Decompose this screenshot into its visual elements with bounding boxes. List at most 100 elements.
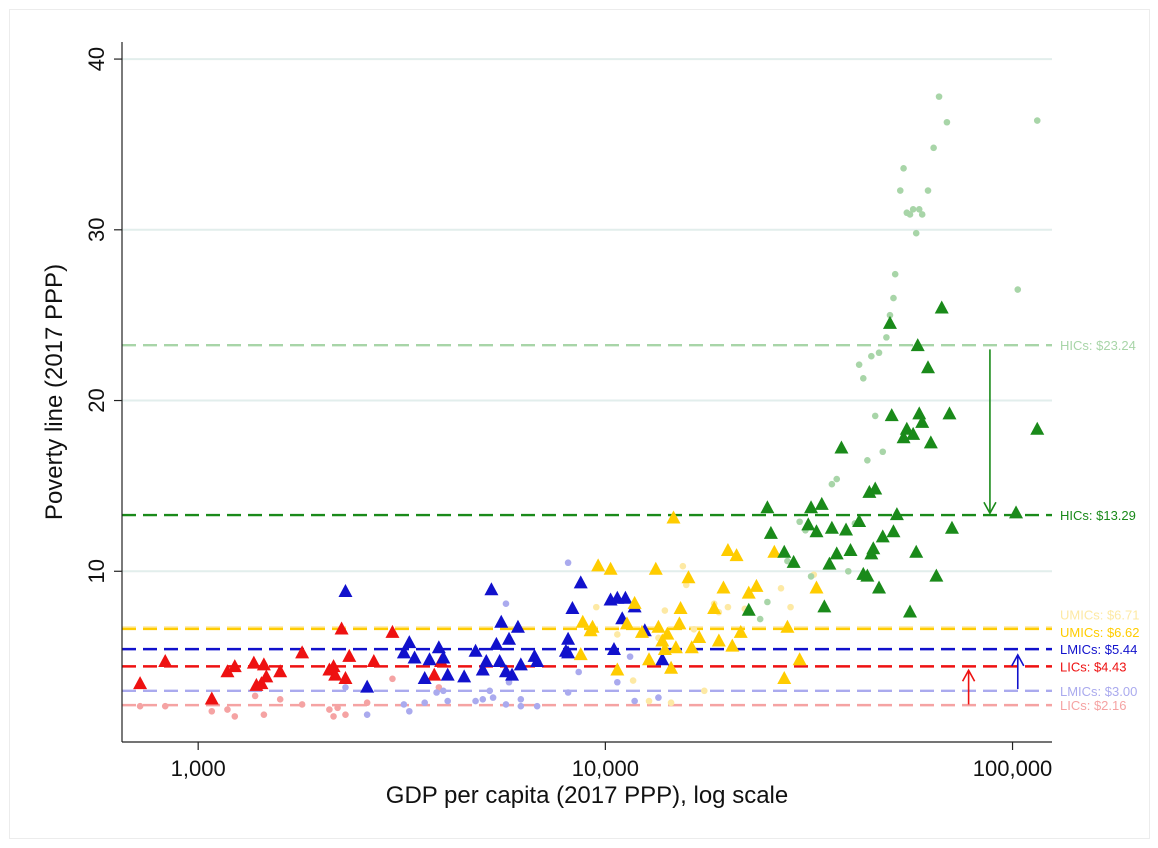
data-point-dot (756, 615, 764, 623)
data-point-triangle (875, 529, 890, 543)
data-point-dot (807, 573, 815, 580)
data-point-triangle (824, 520, 839, 534)
data-point-triangle (942, 406, 957, 420)
data-point-dot (330, 713, 337, 720)
data-point-triangle (692, 630, 707, 644)
arrows (961, 349, 1025, 705)
data-point-triangle (475, 662, 490, 676)
y-axis-title: Poverty line (2017 PPP) (41, 264, 68, 520)
chart-frame (9, 9, 1150, 839)
data-point-dot (363, 699, 371, 707)
data-point-triangle (246, 655, 261, 669)
data-points (133, 93, 1045, 720)
data-point-triangle (741, 585, 756, 599)
data-point-triangle (220, 664, 235, 678)
data-point-triangle (417, 671, 432, 685)
data-point-dot (489, 694, 497, 701)
data-point-triangle (915, 414, 930, 428)
data-point-dot (472, 697, 479, 705)
data-point-triangle (672, 616, 687, 630)
data-point-triangle (342, 648, 357, 662)
y-tick-label: 20 (84, 388, 109, 412)
data-point-triangle (326, 659, 341, 673)
data-point-triangle (204, 691, 219, 705)
data-point-triangle (909, 544, 924, 558)
data-point-dot (912, 229, 920, 237)
data-point-dot (533, 702, 541, 710)
data-point-dot (764, 598, 771, 606)
data-point-dot (326, 706, 333, 713)
data-point-triangle (505, 667, 520, 681)
data-point-dot (564, 559, 572, 567)
data-point-triangle (338, 671, 353, 685)
data-point-dot (626, 653, 634, 660)
data-point-triangle (273, 664, 288, 678)
data-point-dot (844, 567, 852, 575)
data-point-dot (342, 711, 349, 718)
data-point-triangle (749, 578, 764, 592)
data-point-triangle (912, 406, 927, 420)
data-point-dot (631, 697, 638, 705)
data-point-dot (334, 704, 341, 712)
reference-line-label: LMICs: $3.00 (1060, 684, 1137, 699)
data-point-triangle (573, 575, 588, 589)
data-point-triangle (763, 525, 778, 539)
data-point-triangle (814, 496, 829, 510)
data-point-triangle (668, 640, 683, 654)
data-point-triangle (457, 669, 472, 683)
data-point-triangle (591, 558, 606, 572)
data-point-triangle (886, 524, 901, 538)
data-point-dot (886, 311, 894, 319)
data-point-triangle (868, 481, 883, 495)
data-point-dot (935, 93, 943, 100)
data-point-triangle (860, 568, 875, 582)
data-point-triangle (817, 599, 832, 613)
data-point-triangle (648, 561, 663, 575)
data-point-dot (433, 689, 440, 696)
arrow-head (983, 501, 997, 515)
data-point-dot (136, 702, 144, 710)
data-point-triangle (402, 635, 417, 649)
data-point-triangle (882, 315, 897, 329)
data-point-triangle (502, 631, 517, 645)
data-point-dot (918, 211, 926, 218)
data-point-triangle (619, 616, 634, 630)
data-point-triangle (720, 542, 735, 556)
data-point-dot (784, 557, 791, 565)
data-point-dot (855, 361, 863, 368)
data-point-dot (342, 684, 349, 691)
data-point-dot (1014, 286, 1022, 293)
data-point-triangle (494, 614, 509, 628)
data-point-triangle (366, 653, 381, 667)
data-point-triangle (741, 602, 756, 616)
data-point-triangle (334, 621, 349, 635)
data-point-triangle (777, 544, 792, 558)
data-point-triangle (707, 601, 722, 615)
data-point-triangle (829, 546, 844, 560)
data-point-triangle (866, 541, 881, 555)
data-point-triangle (792, 652, 807, 666)
data-point-triangle (427, 667, 442, 681)
data-point-dot (575, 668, 582, 676)
data-point-triangle (862, 484, 877, 498)
data-point-dot (614, 678, 621, 686)
data-point-dot (479, 696, 487, 703)
data-point-triangle (843, 542, 858, 556)
data-point-triangle (929, 568, 944, 582)
data-point-triangle (896, 430, 911, 444)
data-point-dot (924, 187, 932, 194)
data-point-dot (679, 562, 687, 570)
data-point-triangle (780, 619, 795, 633)
data-point-triangle (889, 507, 904, 521)
axes (121, 42, 1052, 743)
data-point-triangle (809, 580, 824, 594)
data-point-triangle (422, 652, 437, 666)
data-point-triangle (733, 624, 748, 638)
data-point-dot (864, 456, 871, 464)
data-point-triangle (760, 500, 775, 514)
data-point-triangle (899, 421, 914, 435)
data-point-dot (421, 699, 428, 707)
reference-line-labels: HICs: $23.24 HICs: $13.29 UMICs: $6.71 UMIC… (1060, 338, 1139, 713)
data-point-dot (400, 701, 408, 708)
